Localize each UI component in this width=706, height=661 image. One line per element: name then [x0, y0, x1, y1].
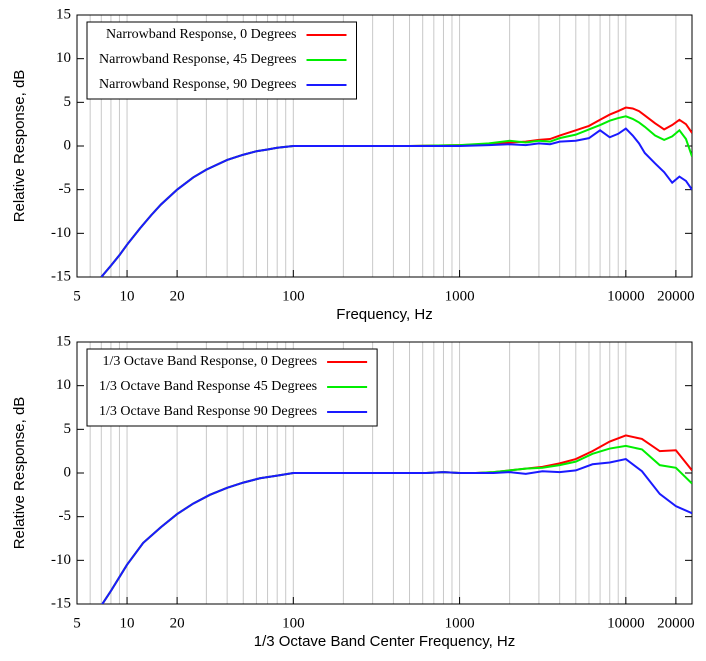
y-tick-label: -5	[59, 181, 72, 197]
y-tick-label: -15	[51, 595, 71, 611]
y-tick-label: 0	[64, 137, 72, 153]
x-tick-label: 1000	[445, 615, 475, 631]
legend-label: 1/3 Octave Band Response 45 Degrees	[99, 379, 317, 394]
x-tick-label: 1000	[445, 288, 475, 304]
x-axis-label: 1/3 Octave Band Center Frequency, Hz	[254, 633, 516, 650]
x-tick-label: 10	[120, 615, 135, 631]
x-tick-label: 20	[170, 615, 185, 631]
legend-label: 1/3 Octave Band Response 90 Degrees	[99, 404, 317, 419]
x-tick-label: 10	[120, 288, 135, 304]
y-axis-label: Relative Response, dB	[11, 70, 28, 223]
y-tick-label: 0	[64, 464, 72, 480]
y-tick-label: 15	[56, 333, 71, 349]
x-tick-label: 5	[73, 288, 81, 304]
legend: Narrowband Response, 0 Degrees Narrowband…	[86, 21, 357, 100]
y-tick-label: 5	[64, 421, 72, 437]
legend-label: Narrowband Response, 90 Degrees	[99, 77, 297, 92]
y-tick-label: -5	[59, 508, 72, 524]
plot-frame	[76, 14, 693, 278]
x-tick-label: 5	[73, 615, 81, 631]
y-tick-label: 5	[64, 94, 72, 110]
series-line	[101, 457, 692, 604]
series-line	[100, 115, 692, 277]
x-tick-label: 100	[282, 288, 305, 304]
legend-label: 1/3 Octave Band Response, 0 Degrees	[103, 354, 318, 369]
x-tick-label: 10000	[607, 615, 645, 631]
y-tick-label: -10	[51, 552, 71, 568]
x-axis-label: Frequency, Hz	[336, 306, 432, 323]
y-tick-label: 15	[56, 6, 71, 22]
legend-label: Narrowband Response, 0 Degrees	[106, 27, 297, 42]
y-tick-label: -15	[51, 268, 71, 284]
y-axis-label: Relative Response, dB	[11, 397, 28, 550]
legend-label: Narrowband Response, 45 Degrees	[99, 52, 297, 67]
y-tick-label: 10	[56, 377, 71, 393]
x-tick-label: 20000	[657, 615, 695, 631]
series-line	[100, 127, 692, 277]
y-tick-label: 10	[56, 50, 71, 66]
subplot: 5 10 20 100 1000 10000 20000 -15 -10 -5 0 5 10 15 Freq…	[11, 6, 695, 323]
subplot: 5 10 20 100 1000 10000 20000 -15 -10 -5 0 5 10 15 1/3 …	[11, 333, 695, 650]
x-tick-label: 100	[282, 615, 305, 631]
x-tick-label: 20000	[657, 288, 695, 304]
series-line	[101, 444, 692, 604]
y-tick-label: -10	[51, 225, 71, 241]
plot-frame	[76, 341, 693, 605]
legend: 1/3 Octave Band Response, 0 Degrees 1/3 O…	[86, 348, 378, 427]
x-tick-label: 10000	[607, 288, 645, 304]
x-tick-label: 20	[170, 288, 185, 304]
